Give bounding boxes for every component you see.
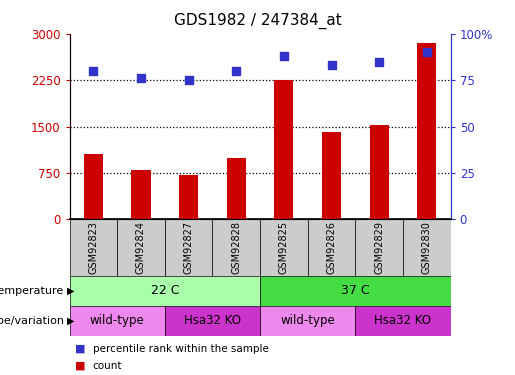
Bar bbox=[355, 219, 403, 276]
Text: GSM92827: GSM92827 bbox=[184, 221, 194, 274]
Text: genotype/variation: genotype/variation bbox=[0, 316, 64, 326]
Bar bbox=[260, 276, 451, 306]
Point bbox=[375, 58, 383, 64]
Bar bbox=[70, 306, 165, 336]
Text: GSM92825: GSM92825 bbox=[279, 221, 289, 274]
Point bbox=[184, 77, 193, 83]
Text: 37 C: 37 C bbox=[341, 284, 370, 297]
Bar bbox=[84, 154, 103, 219]
Text: Hsa32 KO: Hsa32 KO bbox=[184, 314, 241, 327]
Bar bbox=[131, 170, 150, 219]
Bar bbox=[370, 125, 389, 219]
Bar bbox=[274, 80, 294, 219]
Bar bbox=[417, 43, 436, 219]
Text: count: count bbox=[93, 361, 122, 370]
Text: Hsa32 KO: Hsa32 KO bbox=[374, 314, 432, 327]
Text: ▶: ▶ bbox=[67, 316, 75, 326]
Text: GSM92829: GSM92829 bbox=[374, 221, 384, 274]
Bar bbox=[117, 219, 165, 276]
Bar bbox=[70, 276, 260, 306]
Text: ■: ■ bbox=[75, 344, 85, 354]
Point bbox=[232, 68, 241, 74]
Bar bbox=[403, 219, 451, 276]
Bar bbox=[165, 219, 212, 276]
Bar bbox=[322, 132, 341, 219]
Point bbox=[89, 68, 97, 74]
Text: GSM92824: GSM92824 bbox=[136, 221, 146, 274]
Point bbox=[137, 75, 145, 81]
Text: ■: ■ bbox=[75, 361, 85, 370]
Bar bbox=[260, 219, 308, 276]
Text: GSM92823: GSM92823 bbox=[89, 221, 98, 274]
Bar bbox=[212, 219, 260, 276]
Text: GSM92828: GSM92828 bbox=[231, 221, 241, 274]
Text: GSM92826: GSM92826 bbox=[327, 221, 336, 274]
Text: GDS1982 / 247384_at: GDS1982 / 247384_at bbox=[174, 13, 341, 29]
Text: wild-type: wild-type bbox=[280, 314, 335, 327]
Text: temperature: temperature bbox=[0, 286, 64, 296]
Bar bbox=[227, 158, 246, 219]
Point bbox=[423, 50, 431, 55]
Text: percentile rank within the sample: percentile rank within the sample bbox=[93, 344, 269, 354]
Text: wild-type: wild-type bbox=[90, 314, 145, 327]
Text: ▶: ▶ bbox=[67, 286, 75, 296]
Bar bbox=[165, 306, 260, 336]
Bar bbox=[179, 175, 198, 219]
Bar bbox=[355, 306, 451, 336]
Point bbox=[328, 62, 336, 68]
Point bbox=[280, 53, 288, 59]
Text: 22 C: 22 C bbox=[150, 284, 179, 297]
Bar bbox=[260, 306, 355, 336]
Text: GSM92830: GSM92830 bbox=[422, 221, 432, 274]
Bar bbox=[307, 219, 355, 276]
Bar bbox=[70, 219, 117, 276]
